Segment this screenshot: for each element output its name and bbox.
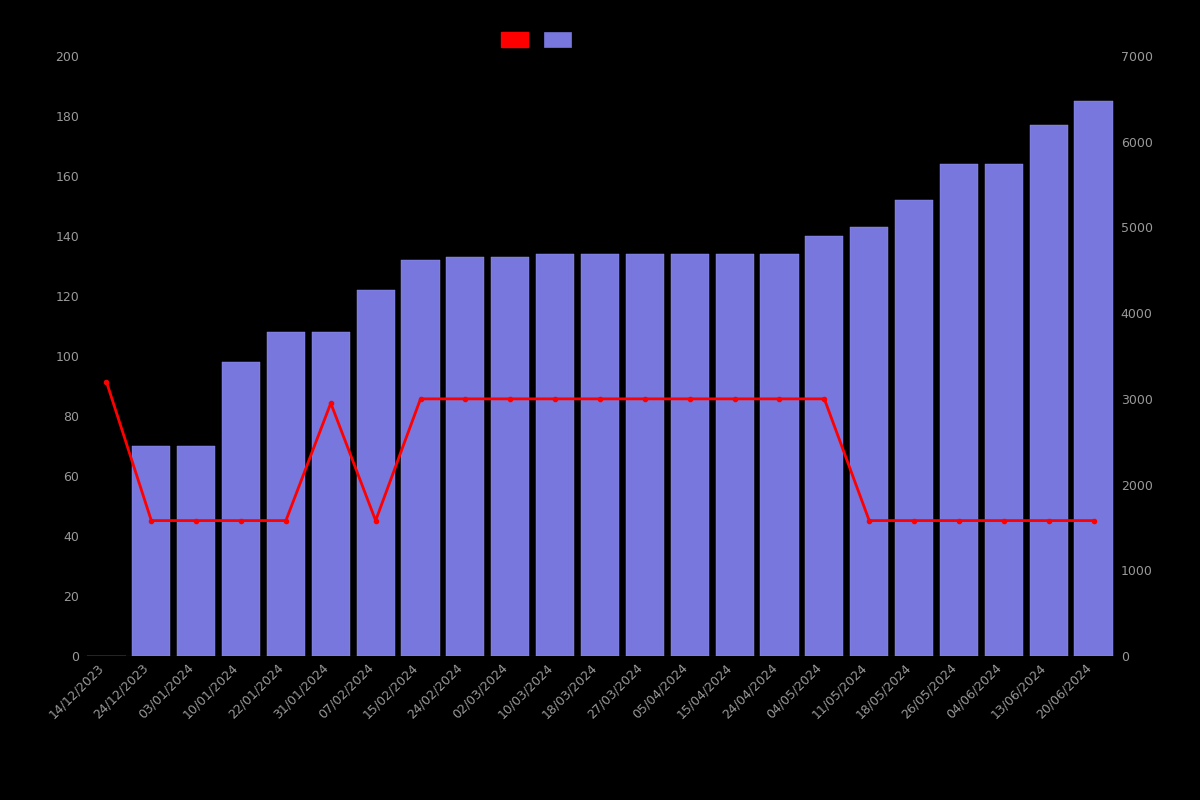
Bar [312,332,350,656]
Bar [626,254,664,656]
Bar [761,254,798,656]
Bar [356,290,395,656]
Bar [715,254,754,656]
Bar [671,254,709,656]
Bar [895,200,934,656]
Bar [402,260,439,656]
Bar [536,254,575,656]
Bar [1030,125,1068,656]
Bar [581,254,619,656]
Bar [805,236,844,656]
Bar [850,227,888,656]
Bar [222,362,260,656]
Bar [178,446,215,656]
Bar [1074,101,1112,656]
Bar [491,257,529,656]
Bar [985,164,1022,656]
Bar [446,257,485,656]
Bar [266,332,305,656]
Legend: , : , [496,27,581,53]
Bar [940,164,978,656]
Bar [132,446,170,656]
